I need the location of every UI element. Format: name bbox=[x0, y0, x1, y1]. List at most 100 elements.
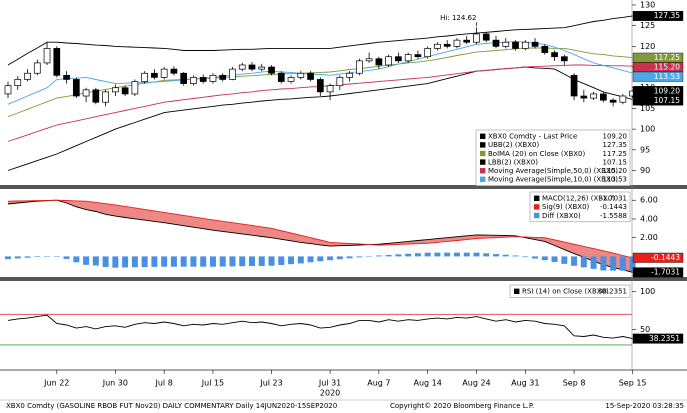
legend-value: 127.35 bbox=[603, 141, 628, 149]
x-tick-label: Aug 24 bbox=[462, 379, 490, 388]
diff-bar bbox=[629, 256, 636, 271]
x-tick-label: Aug 31 bbox=[511, 379, 539, 388]
value-box: 117.25 bbox=[632, 52, 684, 63]
diff-bar bbox=[190, 256, 197, 267]
value-box-label: 113.53 bbox=[654, 72, 680, 81]
candle-body bbox=[63, 74, 70, 80]
candle-body bbox=[473, 33, 480, 43]
diff-bar bbox=[405, 253, 412, 257]
x-tick-label: Sep 15 bbox=[619, 379, 647, 388]
candle-body bbox=[72, 79, 80, 97]
diff-bar bbox=[219, 256, 226, 267]
candle-body bbox=[131, 81, 139, 95]
candle-body bbox=[277, 72, 285, 82]
diff-bar bbox=[561, 256, 568, 264]
diff-bar bbox=[532, 256, 539, 259]
y-tick-label: 50 bbox=[640, 325, 650, 334]
legend-label: BolMA (20) on Close (XBX0) bbox=[488, 150, 585, 158]
candle-body bbox=[326, 85, 334, 93]
diff-bar bbox=[102, 256, 109, 267]
candle-body bbox=[551, 52, 558, 58]
legend-value: -0.1443 bbox=[600, 203, 627, 211]
candle-body bbox=[590, 93, 597, 99]
x-year-label: 2020 bbox=[320, 389, 340, 398]
candle-body bbox=[307, 72, 314, 80]
candle-body bbox=[14, 79, 22, 87]
legend-label: UBB(2) (XBX0) bbox=[488, 141, 539, 149]
y-tick-label: 100 bbox=[640, 125, 655, 134]
diff-bar bbox=[512, 255, 519, 257]
legend-box bbox=[529, 191, 631, 223]
x-tick-label: Aug 14 bbox=[414, 379, 442, 388]
legend-value: 113.53 bbox=[603, 176, 628, 184]
diff-bar bbox=[336, 256, 343, 260]
candle-body bbox=[268, 66, 275, 74]
annotation: Hi: 124.62 bbox=[440, 14, 476, 22]
diff-bar bbox=[73, 256, 80, 263]
legend-value: 117.25 bbox=[603, 150, 628, 158]
candle-body bbox=[287, 77, 295, 82]
x-tick-label: Jul 15 bbox=[201, 379, 224, 388]
diff-bar bbox=[141, 256, 148, 268]
value-box: -0.1443 bbox=[632, 252, 684, 263]
legend-value: -1.5588 bbox=[600, 212, 627, 220]
diff-bar bbox=[170, 256, 177, 267]
candle-body bbox=[336, 77, 344, 87]
diff-bar bbox=[44, 256, 51, 257]
x-tick-label: Sep 8 bbox=[563, 379, 586, 388]
candle-body bbox=[619, 95, 627, 103]
legend-swatch bbox=[480, 159, 486, 165]
legend-swatch bbox=[480, 150, 486, 157]
candle-body bbox=[199, 77, 207, 82]
legend-label: XBX0 Comdty - Last Price bbox=[488, 133, 577, 141]
candle-body bbox=[82, 89, 90, 97]
legend-swatch bbox=[534, 195, 540, 201]
macd-signal-fill bbox=[8, 200, 633, 273]
candle-body bbox=[297, 72, 305, 78]
diff-bar bbox=[463, 252, 470, 257]
candle-body bbox=[121, 87, 129, 95]
diff-bar bbox=[327, 256, 334, 261]
diff-bar bbox=[122, 256, 129, 268]
diff-bar bbox=[180, 256, 187, 267]
diff-bar bbox=[24, 256, 31, 258]
candle-body bbox=[609, 99, 617, 103]
x-tick-label: Jul 8 bbox=[155, 379, 173, 388]
candle-body bbox=[434, 43, 441, 49]
value-box-bg bbox=[632, 95, 684, 106]
diff-bar bbox=[200, 256, 207, 267]
candle-body bbox=[541, 46, 549, 53]
diff-bar bbox=[600, 256, 607, 271]
diff-bar bbox=[610, 256, 617, 271]
diff-bar bbox=[375, 255, 382, 257]
diff-bar bbox=[453, 252, 460, 257]
value-box: -1.7031 bbox=[632, 267, 684, 278]
diff-bar bbox=[83, 256, 90, 265]
diff-bar bbox=[151, 256, 158, 267]
candle-body bbox=[395, 56, 402, 62]
x-tick-label: Jun 22 bbox=[43, 379, 69, 388]
candle-body bbox=[33, 62, 41, 74]
diff-bar bbox=[131, 256, 138, 268]
y-tick-label: 130 bbox=[640, 0, 655, 9]
footer-left: XBX0 Comdty (GASOLINE RBOB FUT Nov20) DA… bbox=[6, 402, 337, 410]
value-box: 107.15 bbox=[632, 95, 684, 106]
value-box-label: 109.20 bbox=[654, 86, 680, 95]
value-box-label: -1.7031 bbox=[651, 268, 680, 277]
candle-body bbox=[512, 41, 519, 49]
candle-body bbox=[248, 64, 256, 70]
legend-label: Moving Average(Simple,10,0) (XBX0) bbox=[488, 176, 618, 184]
value-box-label: 107.15 bbox=[654, 96, 680, 105]
legend-swatch bbox=[480, 133, 486, 139]
indicator-line bbox=[7, 199, 633, 259]
diff-bar bbox=[541, 256, 548, 261]
legend-label: Diff (XBX0) bbox=[542, 212, 581, 220]
candle-body bbox=[424, 48, 432, 58]
value-box-bg bbox=[632, 267, 684, 278]
y-tick-label: 2.00 bbox=[640, 233, 658, 242]
candle-body bbox=[190, 77, 197, 84]
candle-body bbox=[600, 93, 607, 101]
candle-body bbox=[375, 58, 383, 66]
legend-value: 38.2351 bbox=[598, 288, 627, 296]
